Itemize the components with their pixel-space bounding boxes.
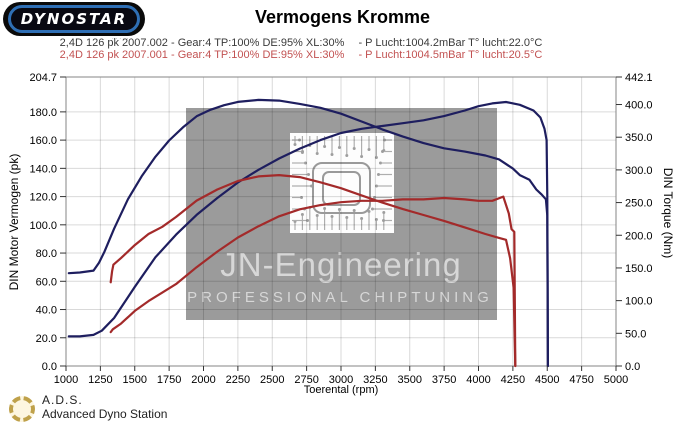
curve-power-001 [109, 195, 517, 368]
x-tick-label: 2250 [226, 374, 250, 386]
curve-torque-002 [67, 98, 550, 368]
right-tick-label: 200.0 [625, 230, 653, 242]
legend-run-002: 2,4D 126 pk 2007.002 - Gear:4 TP:100% DE… [59, 37, 345, 49]
left-tick-label: 80.0 [36, 248, 57, 260]
right-tick-label: 50.0 [625, 328, 646, 340]
legend-line-2: 2,4D 126 pk 2007.001 - Gear:4 TP:100% DE… [59, 48, 543, 62]
left-tick-label: 0.0 [42, 361, 57, 373]
right-tick-label: 350.0 [625, 132, 653, 144]
ads-full-name: Advanced Dyno Station [42, 407, 168, 421]
right-tick-label: 300.0 [625, 165, 653, 177]
watermark-line-2: PROFESSIONAL CHIPTUNING [187, 289, 493, 306]
right-axis-title: DIN Torque (Nm) [661, 167, 675, 259]
x-tick-label: 3750 [432, 374, 456, 386]
legend-run-001: 2,4D 126 pk 2007.001 - Gear:4 TP:100% DE… [59, 48, 345, 61]
curve-torque-001 [109, 174, 517, 368]
dynostar-logo-text: DYNOSTAR [20, 9, 128, 28]
legend-ambient-002: - P Lucht:1004.2mBar T° lucht:22.0°C [358, 37, 543, 49]
left-tick-label: 40.0 [36, 305, 57, 317]
left-tick-label: 60.0 [36, 276, 57, 288]
x-tick-label: 4500 [535, 374, 559, 386]
left-tick-label: 160.0 [29, 135, 57, 147]
legend-line-1: 2,4D 126 pk 2007.002 - Gear:4 TP:100% DE… [59, 37, 543, 50]
ads-abbreviation: A.D.S. [42, 393, 83, 407]
right-tick-label: 250.0 [625, 198, 653, 210]
curves [67, 98, 550, 368]
legend: 2,4D 126 pk 2007.002 - Gear:4 TP:100% DE… [59, 37, 543, 62]
dynostar-logo-subtext: ...... [112, 35, 135, 41]
left-axis-title: DIN Motor Vermogen (pk) [7, 153, 21, 291]
gridlines [66, 77, 616, 366]
dynostar-logo-ring: DYNOSTAR [7, 5, 141, 33]
x-tick-label: 1750 [157, 374, 181, 386]
x-tick-label: 3500 [398, 374, 422, 386]
left-tick-label: 100.0 [29, 220, 57, 232]
x-tick-label: 2500 [260, 374, 284, 386]
x-tick-label: 2750 [294, 374, 318, 386]
left-tick-label: 120.0 [29, 192, 57, 204]
x-tick-label: 2000 [191, 374, 215, 386]
right-tick-label: 442.1 [625, 72, 653, 84]
axis-ticks: 204.7 180.0 160.0 140.0 120.0 100.0 80.0 60.0 40… [29, 72, 652, 386]
watermark-line-1: JN-Engineering [220, 246, 461, 283]
right-tick-label: 150.0 [625, 263, 653, 275]
left-tick-label: 204.7 [29, 72, 57, 84]
page-title: Vermogens Kromme [254, 7, 431, 27]
right-tick-label: 100.0 [625, 296, 653, 308]
x-tick-label: 3250 [363, 374, 387, 386]
right-tick-label: 0.0 [625, 361, 640, 373]
x-tick-label: 5000 [604, 374, 628, 386]
legend-ambient-001: - P Lucht:1004.5mBar T° lucht:20.5°C [358, 48, 543, 61]
watermark: JN-Engineering PROFESSIONAL CHIPTUNING [186, 108, 497, 320]
x-tick-label: 4000 [466, 374, 490, 386]
dynostar-logo: DYNOSTAR [3, 2, 145, 36]
right-tick-label: 400.0 [625, 100, 653, 112]
curve-power-002 [67, 100, 550, 368]
x-tick-label: 4750 [569, 374, 593, 386]
x-tick-label: 4250 [501, 374, 525, 386]
left-tick-label: 140.0 [29, 163, 57, 175]
x-tick-label: 1500 [123, 374, 147, 386]
x-tick-label: 1000 [54, 374, 78, 386]
left-tick-label: 20.0 [36, 333, 57, 345]
x-tick-label: 1250 [88, 374, 112, 386]
x-tick-label: 3000 [329, 374, 353, 386]
x-axis-title: Toerental (rpm) [303, 384, 379, 396]
left-tick-label: 180.0 [29, 107, 57, 119]
chip-icon [290, 133, 394, 233]
